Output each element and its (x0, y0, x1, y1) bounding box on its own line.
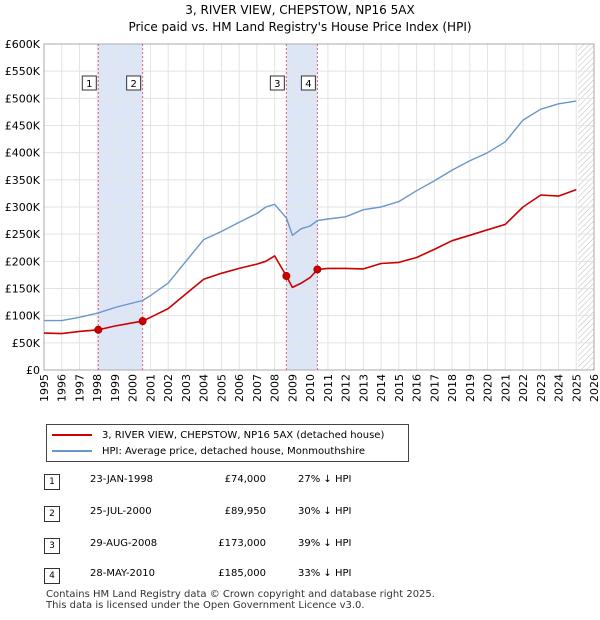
sale-hpi-diff: 39% ↓ HPI (298, 538, 352, 549)
sale-hpi-diff: 33% ↓ HPI (298, 568, 352, 579)
y-tick-label: £150K (5, 283, 41, 296)
x-tick-label: 1998 (91, 374, 104, 402)
x-tick-label: 1997 (73, 374, 86, 402)
x-tick-label: 2009 (286, 374, 299, 402)
sale-label-box-2 (126, 75, 142, 91)
x-tick-label: 2022 (517, 374, 530, 402)
x-tick-label: 2024 (553, 374, 566, 402)
x-tick-label: 2012 (340, 374, 353, 402)
plot-border (43, 43, 595, 371)
x-tick-label: 1999 (109, 374, 122, 402)
property-price-line (43, 188, 577, 335)
x-tick-label: 2006 (233, 374, 246, 402)
sale-price: £185,000 (218, 568, 266, 579)
x-tick-label: 2010 (304, 374, 317, 402)
footer-line-1: Contains HM Land Registry data © Crown c… (46, 589, 435, 600)
sale-label-3: 3 (274, 79, 280, 90)
x-tick-label: 2015 (393, 374, 406, 402)
x-tick-label: 2016 (411, 374, 424, 402)
x-tick-label: 2025 (570, 374, 583, 402)
x-tick-label: 2020 (482, 374, 495, 402)
y-tick-label: £300K (5, 201, 41, 214)
y-tick-label: £550K (5, 65, 41, 78)
legend-label-property: 3, RIVER VIEW, CHEPSTOW, NP16 5AX (detac… (102, 429, 385, 441)
sale-label-box-4 (300, 75, 316, 91)
x-tick-label: 1996 (56, 374, 69, 402)
chart-subtitle: Price paid vs. HM Land Registry's House … (128, 20, 472, 34)
sale-price: £74,000 (224, 474, 266, 485)
x-tick-label: 2008 (269, 374, 282, 402)
y-tick-label: £400K (5, 147, 41, 160)
x-tick-label: 2021 (499, 374, 512, 402)
legend-item-property: 3, RIVER VIEW, CHEPSTOW, NP16 5AX (detac… (47, 427, 384, 443)
legend-label-hpi: HPI: Average price, detached house, Monm… (102, 445, 366, 457)
sale-label-box-3 (269, 75, 285, 91)
x-tick-label: 2003 (180, 374, 193, 402)
sale-date: 29-AUG-2008 (90, 538, 158, 549)
x-tick-label: 2014 (375, 374, 388, 402)
sale-hpi-diff: 27% ↓ HPI (298, 474, 352, 485)
chart-title: 3, RIVER VIEW, CHEPSTOW, NP16 5AX (185, 3, 415, 17)
sale-point-1 (94, 325, 103, 334)
x-tick-label: 2000 (127, 374, 140, 402)
y-tick-label: £450K (5, 120, 41, 133)
x-tick-label: 2011 (322, 374, 335, 402)
sale-hpi-diff: 30% ↓ HPI (298, 506, 352, 517)
legend-item-hpi: HPI: Average price, detached house, Monm… (47, 443, 365, 459)
sale-marker-box: 2 (44, 506, 60, 522)
y-tick-label: £350K (5, 174, 41, 187)
x-tick-label: 2017 (428, 374, 441, 402)
x-tick-label: 2019 (464, 374, 477, 402)
legend-swatch-property (52, 434, 92, 436)
x-tick-label: 2004 (198, 374, 211, 402)
sale-label-2: 2 (130, 79, 136, 90)
x-tick-label: 2023 (535, 374, 548, 402)
y-tick-label: £0 (26, 364, 40, 377)
x-tick-label: 2005 (215, 374, 228, 402)
x-tick-label: 2001 (144, 374, 157, 402)
sale-date: 25-JUL-2000 (90, 506, 152, 517)
sale-price: £89,950 (224, 506, 266, 517)
sale-point-4 (313, 265, 322, 274)
x-tick-label: 1995 (38, 374, 51, 402)
sale-label-4: 4 (305, 79, 311, 90)
x-tick-label: 2007 (251, 374, 264, 402)
sale-marker-box: 1 (44, 474, 60, 490)
sale-point-2 (138, 317, 147, 326)
sale-label-box-1 (81, 75, 97, 91)
x-tick-label: 2026 (588, 374, 600, 402)
y-tick-label: £50K (12, 337, 41, 350)
sale-label-1: 1 (86, 79, 92, 90)
sale-marker-box: 3 (44, 538, 60, 554)
y-tick-label: £250K (5, 228, 41, 241)
sale-date: 23-JAN-1998 (90, 474, 154, 485)
hpi-line (44, 100, 577, 322)
sale-point-3 (282, 272, 291, 281)
legend-swatch-hpi (52, 450, 92, 452)
y-tick-label: £500K (5, 92, 41, 105)
x-tick-label: 2013 (357, 374, 370, 402)
footer-line-2: This data is licensed under the Open Gov… (46, 600, 365, 611)
x-tick-label: 2002 (162, 374, 175, 402)
x-tick-label: 2018 (446, 374, 459, 402)
sale-date: 28-MAY-2010 (90, 568, 156, 579)
y-tick-label: £600K (5, 38, 41, 51)
y-tick-label: £100K (5, 310, 41, 323)
sale-marker-box: 4 (44, 568, 60, 584)
price-chart: £0 £50K £100K £150K £200K £250K £300K £350K £400… (5, 38, 600, 402)
footer-attribution: Contains HM Land Registry data © Crown c… (46, 589, 435, 611)
sale-price: £173,000 (218, 538, 266, 549)
chart-legend: 3, RIVER VIEW, CHEPSTOW, NP16 5AX (detac… (46, 424, 409, 462)
y-tick-label: £200K (5, 255, 41, 268)
